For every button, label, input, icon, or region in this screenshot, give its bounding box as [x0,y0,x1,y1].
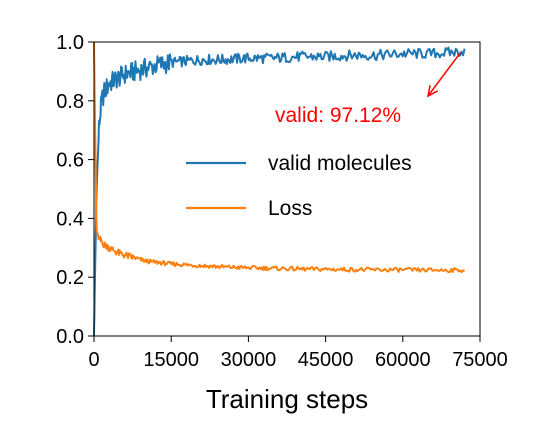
y-tick-label: 0.4 [56,208,84,230]
y-tick-label: 0.8 [56,91,84,113]
y-tick-label: 0.0 [56,326,84,348]
annotation: valid: 97.12% [275,52,462,127]
legend-label-0: valid molecules [268,152,412,175]
plot-frame [93,41,481,337]
series-line-1 [93,41,466,274]
x-tick-label: 15000 [143,349,199,371]
legend: valid molecules Loss [186,152,412,220]
axes: 0.0 0.2 0.4 0.6 0.8 1.0 0 15000 30000 45000 60000 7… [56,32,508,371]
annotation-text: valid: 97.12% [275,104,401,127]
x-tick-label: 60000 [375,349,431,371]
series-line-0 [93,46,466,337]
annotation-arrow-head [426,85,439,98]
x-tick-label: 0 [88,349,99,371]
x-tick-label: 30000 [221,349,277,371]
annotation-arrow-line [427,52,462,97]
y-tick-label: 1.0 [56,32,84,54]
x-tick-label: 75000 [452,349,508,371]
x-axis-label: Training steps [206,384,368,414]
x-tick-label: 45000 [298,349,354,371]
y-tick-label: 0.2 [56,267,84,289]
plot-area [93,41,466,337]
legend-label-1: Loss [268,197,312,220]
y-tick-label: 0.6 [56,150,84,172]
